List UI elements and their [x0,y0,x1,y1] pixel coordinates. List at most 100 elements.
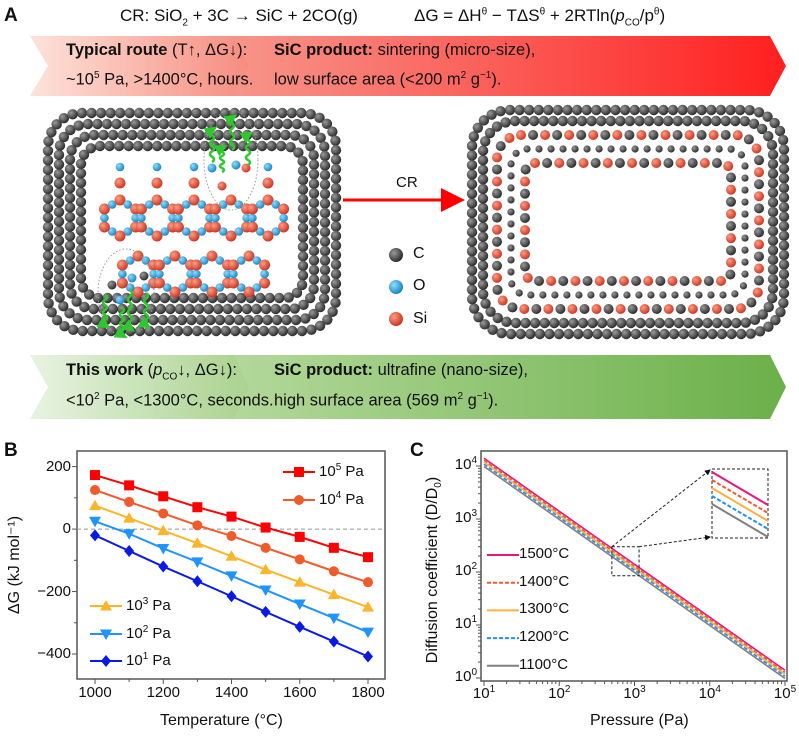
sic-bead [516,130,526,140]
o-atom [160,200,170,209]
diamond-marker [90,529,100,542]
sic-bead [520,176,530,187]
sic-bead [492,236,502,247]
carbon-bead [500,117,511,128]
carbon-bead [571,104,583,116]
carbon-bead [778,201,790,213]
o-atom [118,269,127,279]
carbon-bead [595,145,603,153]
carbon-bead [547,145,555,153]
carbon-bead [210,325,222,337]
carbon-bead [53,159,65,170]
triangle-down-marker [327,613,340,625]
carbon-bead [42,240,54,252]
sic-bead [723,304,734,314]
carbon-bead [778,259,790,270]
carbon-bead [480,136,491,147]
carbon-bead [42,250,54,261]
sic-bead [716,276,726,286]
chart-c-ylabel: Diffusion coefficient (D/D0) [423,476,445,664]
si-atom [259,259,271,271]
si-atom [172,203,184,215]
carbon-bead [75,177,87,189]
carbon-bead [620,328,632,340]
carbon-bead [190,140,201,152]
carbon-bead [741,174,749,182]
carbon-bead [479,319,490,330]
carbon-bead [136,129,148,141]
carbon-bead [305,108,316,120]
o-atom [215,283,225,292]
carbon-bead [720,115,731,127]
carbon-bead [767,292,778,304]
carbon-bead [635,317,646,329]
carbon-bead [82,118,94,130]
sic-product-bottom-line1: SiC product: ultrafine (nano-size), [274,361,528,379]
carbon-bead [583,145,591,153]
series-5 [90,470,373,563]
si-atom [169,286,181,298]
carbon-bead [778,211,790,222]
carbon-bead [507,244,515,252]
carbon-bead [770,314,781,326]
carbon-bead [330,230,342,242]
carbon-bead [649,328,661,340]
atom [127,273,137,283]
carbon-bead [53,235,65,246]
o-atom [255,200,265,209]
carbon-bead [253,118,265,130]
carbon-bead [330,211,342,223]
carbon-bead [177,118,189,130]
sic-bead [519,304,530,314]
carbon-bead [558,317,570,329]
y-tick-label: 101 [454,614,477,632]
carbon-bead [308,274,320,285]
carbon-bead [319,245,331,257]
carbon-bead [563,291,571,299]
carbon-bead [596,317,608,329]
carbon-bead [528,115,540,127]
carbon-bead [539,291,547,299]
carbon-bead [767,245,779,256]
carbon-bead [477,231,489,243]
carbon-bead [330,135,341,146]
carbon-bead [285,141,296,153]
x-tick-label: 104 [698,684,721,702]
carbon-bead [88,303,99,315]
carbon-bead [515,289,523,297]
sic-bead [726,184,736,195]
carbon-bead [778,221,790,232]
carbon-bead [120,118,132,130]
carbon-bead [42,183,54,195]
si-atom [206,286,218,298]
panel-label-b: B [4,440,18,461]
carbon-bead [485,306,496,317]
diamond-marker [158,560,169,573]
carbon-bead [152,140,163,152]
series-2 [89,516,374,639]
si-atom [135,221,147,233]
triangle-up-marker [259,563,272,575]
carbon-bead [252,314,264,326]
carbon-bead [767,149,779,160]
carbon-bead [134,107,145,119]
inset-series-line [711,471,769,506]
carbon-bead [101,118,113,130]
sic-bead [754,239,764,250]
carbon-bead [477,183,489,195]
carbon-bead [68,324,79,336]
y-tick-label: −400 [37,645,71,662]
series-3 [89,499,374,612]
carbon-bead [64,163,76,175]
sic-bead [552,130,563,140]
carbon-bead [711,317,723,329]
carbon-bead [114,107,126,119]
carbon-bead [53,187,65,199]
carbon-bead [212,303,224,315]
carbon-bead [283,292,294,303]
carbon-bead [692,317,704,329]
carbon-bead [43,136,54,147]
carbon-bead [235,292,247,304]
carbon-bead [268,325,279,337]
sic-bead [522,272,533,283]
